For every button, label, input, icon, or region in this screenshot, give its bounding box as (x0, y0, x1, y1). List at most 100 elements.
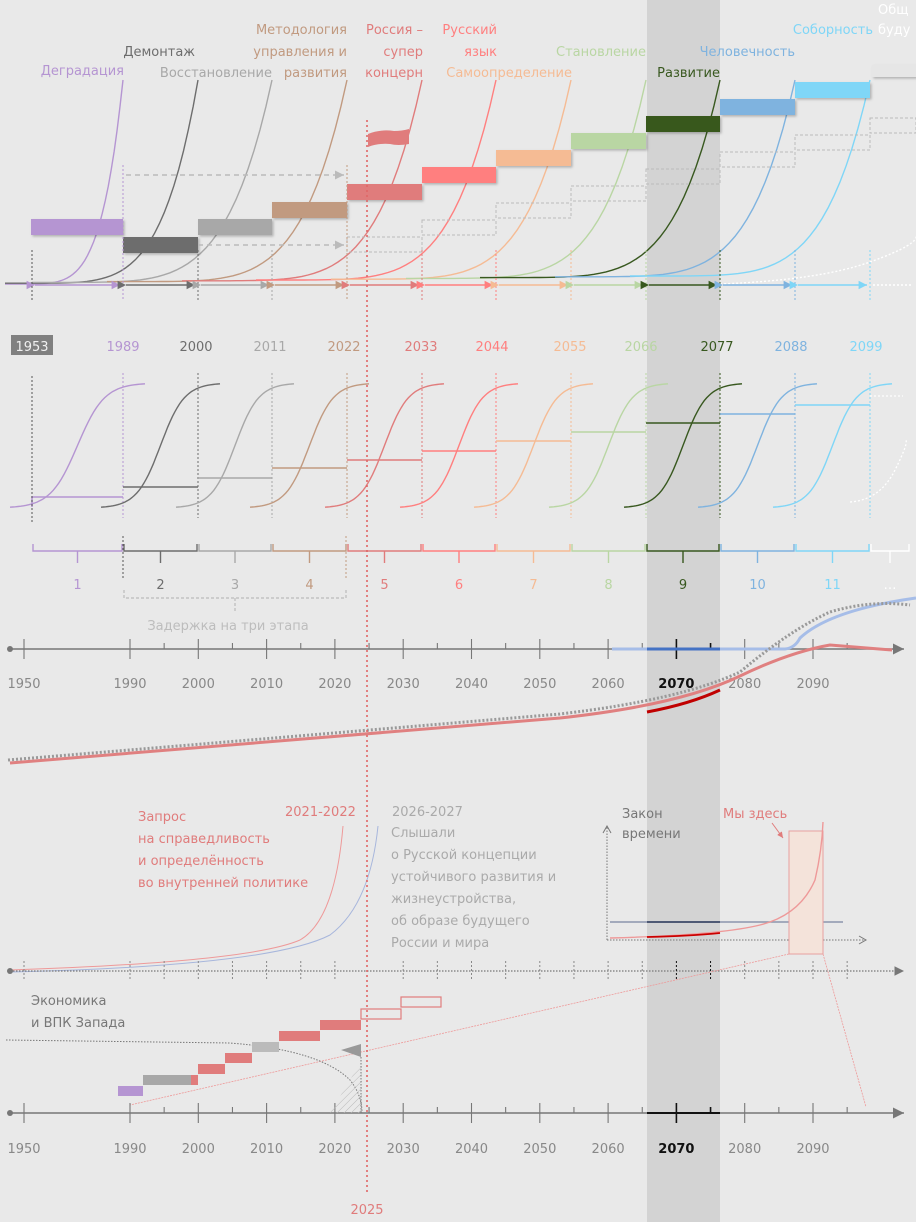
year-label: 2022 (327, 340, 360, 355)
s-curve (175, 383, 295, 508)
dotted-trend-curve (7, 602, 911, 762)
axis-year-label: 2030 (387, 1142, 420, 1157)
axis-year-label: 1950 (7, 677, 40, 692)
we-are-here-box (788, 830, 824, 955)
timeline-axis-bottom: 1950 1990 2000 2010 2020 2030 2040 2050 2060 2070… (7, 1103, 904, 1157)
stage-label: управления и (253, 45, 347, 60)
flag-icon (368, 129, 409, 147)
exponential-stages-panel: Деградация Демонтаж Восстановление Методоло… (5, 3, 916, 300)
law-title: времени (622, 827, 681, 842)
exponential-curve (630, 79, 871, 277)
stage-label: Россия – (366, 23, 423, 38)
delay-brace (123, 590, 347, 612)
delayed-stage-outline (869, 117, 916, 134)
heard-years: 2026-2027 (392, 805, 463, 820)
s-curve-panel (9, 373, 907, 522)
stage-number: 6 (455, 578, 463, 593)
stage-number: 3 (231, 578, 239, 593)
axis-year-label: 2010 (250, 1142, 283, 1157)
axis-year-label: 2030 (387, 677, 420, 692)
stage-number: 2 (156, 578, 164, 593)
axis-year-label: 2060 (592, 677, 625, 692)
stage-label: Человечность (700, 45, 795, 60)
stage-bar (720, 99, 795, 115)
axis-year-label: 1990 (113, 1142, 146, 1157)
now-year-label: 2025 (350, 1203, 383, 1218)
delayed-stage-outline (645, 168, 721, 185)
axis-year-label: 2070 (658, 1142, 694, 1157)
axis-year-label: 2000 (182, 1142, 215, 1157)
heard-text: жизнеустройства, (391, 892, 516, 907)
west-step-outline (400, 996, 442, 1008)
stage-label: Деградация (41, 64, 124, 79)
heard-text: России и мира (391, 936, 489, 951)
future-s-curve (849, 439, 907, 503)
year-label: 1989 (106, 340, 139, 355)
year-label: 1953 (15, 340, 48, 355)
year-label: 2066 (624, 340, 657, 355)
delayed-stage-outline (346, 236, 423, 253)
s-curve (623, 383, 743, 508)
exponential-curve (5, 79, 124, 285)
delay-label: Задержка на три этапа (147, 619, 308, 634)
delayed-stage-outline (495, 202, 572, 219)
s-curve (772, 383, 893, 508)
we-are-here-arrow (771, 822, 784, 839)
projection-line (822, 953, 867, 1108)
stage-bar (571, 133, 646, 149)
stage-brace (496, 544, 571, 563)
stage-bar (347, 184, 422, 200)
exponential-curve (480, 79, 721, 279)
stage-label: Развитие (657, 66, 720, 81)
stage-brace (347, 544, 422, 563)
delayed-stage-outline (570, 185, 647, 202)
blue-trend-curve (612, 596, 916, 651)
s-curve (399, 383, 519, 508)
highlight-band (647, 0, 720, 1222)
west-step-outline (360, 1008, 402, 1020)
stage-brace (571, 544, 646, 563)
stage-bar (31, 219, 123, 235)
request-text: и определённость (138, 854, 264, 869)
heard-curve (9, 825, 379, 973)
law-of-time-panel: Запрос на справедливость и определённость в… (7, 805, 904, 1108)
exponential-curve (406, 79, 647, 280)
year-badge (11, 335, 53, 355)
axis-year-label: 2060 (592, 1142, 625, 1157)
stage-label: супер (383, 45, 423, 60)
axis-year-label: 2000 (182, 677, 215, 692)
stage-number: 7 (529, 578, 537, 593)
axis-year-label: 2050 (523, 677, 556, 692)
request-curve (9, 825, 344, 971)
stage-braces: 1 2 3 4 5 6 7 8 9 10 11 … Задержка на три этапа (32, 536, 910, 634)
stage-bar (646, 116, 720, 132)
law-curve-highlight (646, 932, 721, 938)
year-label: 2077 (700, 340, 733, 355)
heard-text: об образе будущего (391, 914, 530, 929)
axis-year-label: 2080 (728, 1142, 761, 1157)
stage-year-labels: 1953 1989 2000 2011 2022 2033 2044 2055 2066 2077… (11, 335, 883, 355)
stage-number: 11 (824, 578, 841, 593)
heard-text: о Русской концепции (391, 848, 537, 863)
request-text: на справедливость (138, 832, 270, 847)
delayed-stage-outline (421, 219, 497, 236)
projection-line (129, 953, 790, 1106)
hatched-area (330, 1060, 362, 1113)
request-text: Запрос (138, 810, 186, 825)
s-curve (697, 383, 818, 508)
trend-curves (7, 596, 916, 765)
request-text: во внутренней политике (138, 876, 308, 891)
s-curve (473, 383, 594, 508)
delayed-stage-outline (719, 151, 796, 168)
stage-number: 5 (380, 578, 388, 593)
delayed-stage-outline (794, 134, 871, 151)
s-curve (548, 383, 669, 508)
west-text: и ВПК Запада (31, 1016, 125, 1031)
stage-brace (795, 544, 870, 563)
s-curve (100, 383, 221, 508)
stage-brace (198, 544, 272, 563)
west-step-bar (225, 1053, 252, 1063)
axis-year-label: 2020 (318, 677, 351, 692)
s-curve (324, 383, 445, 508)
stage-label: Соборность (793, 23, 873, 38)
